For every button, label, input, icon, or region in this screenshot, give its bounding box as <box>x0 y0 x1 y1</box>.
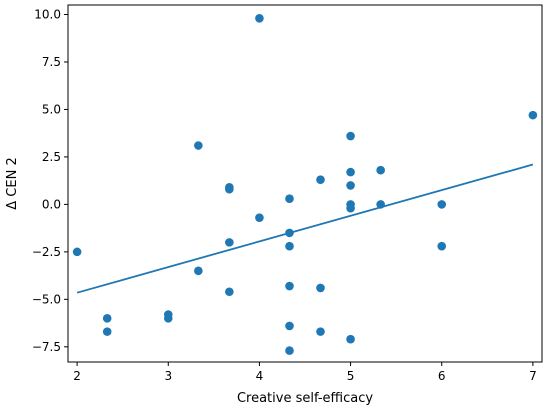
plot-background <box>68 5 542 362</box>
scatter-point <box>225 184 234 194</box>
scatter-point <box>285 194 294 203</box>
scatter-point <box>528 110 538 120</box>
scatter-point <box>194 266 203 276</box>
scatter-point <box>255 213 264 222</box>
scatter-point <box>285 281 294 291</box>
scatter-point <box>163 314 173 323</box>
x-tick-label: 3 <box>164 369 172 383</box>
scatter-point <box>102 327 112 336</box>
chart-marks <box>72 13 538 355</box>
x-tick-label: 2 <box>73 369 81 383</box>
y-tick-label: 10.0 <box>34 7 61 21</box>
scatter-point <box>225 287 234 297</box>
y-tick-label: 0.0 <box>42 197 61 211</box>
scatter-point <box>437 200 447 209</box>
axes-frame <box>67 4 543 363</box>
x-tick-label: 4 <box>256 369 264 383</box>
scatter-point <box>376 165 385 175</box>
scatter-point <box>285 346 294 355</box>
y-tick-label: −5.0 <box>32 292 61 306</box>
scatter-point <box>72 247 82 257</box>
axes: 2 3 4 5 6 7 −7.5 −5.0 −2.5 0.0 2.5 5.0 7.5 10.0 <box>32 4 543 383</box>
scatter-point <box>194 141 203 150</box>
scatter-point <box>437 241 447 251</box>
scatter-point <box>346 131 355 141</box>
x-axis-label: Creative self-efficacy <box>237 391 373 406</box>
x-tick-label: 5 <box>347 369 355 383</box>
scatter-point <box>225 238 234 247</box>
scatter-point <box>285 321 294 331</box>
y-axis-label: Δ CEN 2 <box>5 157 20 209</box>
x-tick-label: 6 <box>438 369 446 383</box>
plot-area <box>68 5 542 362</box>
y-tick-label: −7.5 <box>32 340 61 354</box>
y-tick-label: −2.5 <box>32 245 61 259</box>
scatter-point <box>316 175 325 185</box>
y-tick-label: 7.5 <box>42 55 61 69</box>
scatter-point <box>346 181 355 190</box>
scatter-point <box>346 203 355 213</box>
regression-line <box>76 163 534 294</box>
scatter-point <box>102 314 112 323</box>
y-tick-label: 2.5 <box>42 150 61 164</box>
y-tick-label: 5.0 <box>42 102 61 116</box>
scatter-point <box>316 283 325 293</box>
scatter-point <box>346 334 355 344</box>
scatter-point <box>255 13 264 23</box>
x-tick-label: 7 <box>529 369 537 383</box>
scatter-point <box>316 327 325 336</box>
scatter-point <box>346 167 355 177</box>
scatter-point <box>285 241 294 251</box>
